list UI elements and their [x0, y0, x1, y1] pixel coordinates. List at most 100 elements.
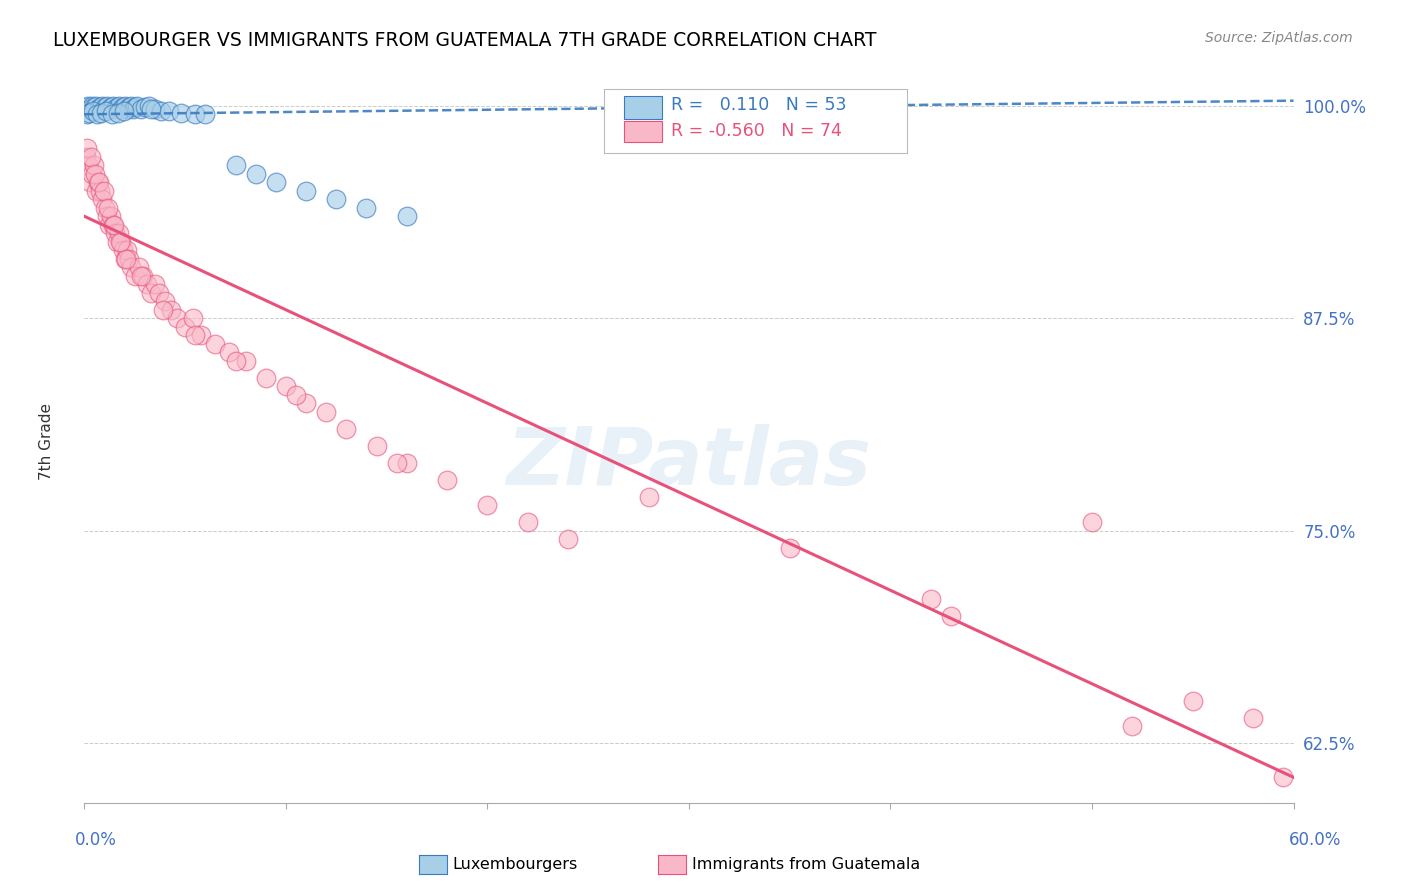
Point [104, 102, 127, 116]
Point [274, 379, 297, 393]
Point [87, 175, 110, 189]
Point [75, 100, 97, 114]
Point [325, 192, 347, 206]
Point [148, 285, 170, 300]
Point [939, 608, 962, 623]
Point [143, 277, 166, 292]
Point [225, 158, 247, 172]
Text: Luxembourgers: Luxembourgers [453, 857, 578, 871]
Point [170, 105, 193, 120]
Point [83, 100, 105, 114]
Text: R =   0.110   N = 53: R = 0.110 N = 53 [671, 96, 846, 114]
Point [93, 201, 115, 215]
Point [557, 533, 579, 547]
Point [152, 302, 174, 317]
Point [84, 167, 107, 181]
Point [190, 328, 212, 343]
Point [779, 102, 801, 116]
Point [96, 201, 118, 215]
Point [96, 99, 118, 113]
Point [138, 99, 160, 113]
Point [111, 244, 134, 258]
FancyBboxPatch shape [605, 89, 907, 153]
Point [79, 102, 101, 116]
Point [89, 184, 111, 198]
Point [76, 141, 98, 155]
Point [101, 218, 124, 232]
Point [184, 107, 207, 121]
Point [516, 516, 538, 530]
Point [129, 268, 152, 283]
Point [93, 100, 115, 114]
Point [82, 167, 104, 181]
Point [108, 235, 131, 249]
Point [1241, 711, 1264, 725]
Point [285, 388, 308, 402]
Point [120, 99, 142, 113]
Point [181, 311, 204, 326]
Point [385, 456, 408, 470]
Point [89, 100, 111, 114]
Point [115, 102, 138, 116]
Text: 60.0%: 60.0% [1288, 831, 1341, 849]
Point [118, 100, 141, 114]
Point [132, 268, 155, 283]
Point [1121, 719, 1143, 733]
Point [125, 99, 148, 113]
Point [121, 102, 143, 116]
Point [315, 405, 337, 419]
Point [83, 158, 105, 172]
Point [96, 209, 118, 223]
Point [779, 541, 801, 555]
Point [128, 260, 150, 275]
Point [356, 201, 378, 215]
Point [166, 311, 188, 326]
Text: LUXEMBOURGER VS IMMIGRANTS FROM GUATEMALA 7TH GRADE CORRELATION CHART: LUXEMBOURGER VS IMMIGRANTS FROM GUATEMAL… [53, 31, 877, 50]
Point [295, 184, 318, 198]
Point [194, 107, 217, 121]
Point [1081, 516, 1104, 530]
Point [100, 209, 122, 223]
Point [149, 103, 172, 118]
Point [103, 218, 125, 232]
Point [105, 235, 128, 249]
Text: Source: ZipAtlas.com: Source: ZipAtlas.com [1205, 31, 1353, 45]
Point [77, 99, 100, 113]
Point [295, 396, 318, 410]
Point [93, 184, 115, 198]
Point [129, 102, 152, 116]
Point [87, 102, 110, 116]
Point [82, 99, 104, 113]
Point [114, 252, 136, 266]
FancyBboxPatch shape [624, 120, 662, 143]
Point [114, 252, 136, 266]
Point [100, 107, 122, 121]
Point [97, 102, 120, 116]
Point [477, 498, 499, 512]
Point [86, 184, 108, 198]
Point [120, 260, 142, 275]
Point [174, 319, 197, 334]
Point [218, 345, 240, 359]
Point [143, 102, 166, 116]
Point [366, 439, 388, 453]
Point [436, 473, 458, 487]
Point [79, 105, 101, 120]
Point [111, 100, 134, 114]
Point [77, 158, 100, 172]
Point [225, 353, 247, 368]
Point [1272, 770, 1295, 784]
Point [105, 100, 128, 114]
Point [80, 150, 103, 164]
Point [395, 209, 418, 223]
Point [920, 591, 942, 606]
Point [254, 371, 277, 385]
Point [335, 422, 357, 436]
Point [110, 235, 132, 249]
Point [160, 302, 183, 317]
Point [235, 353, 257, 368]
Point [184, 328, 207, 343]
Point [89, 175, 111, 189]
Point [110, 102, 132, 116]
Text: 0.0%: 0.0% [75, 831, 117, 849]
